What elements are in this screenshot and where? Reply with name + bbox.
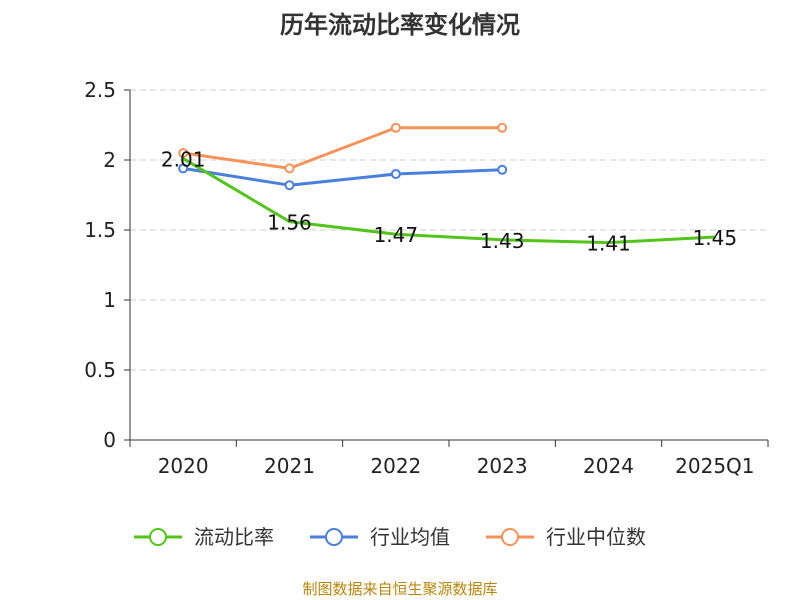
data-labels: 2.01 1.56 1.47 1.43 1.41 1.45 bbox=[161, 148, 737, 256]
legend-item-2: 行业中位数 bbox=[486, 525, 646, 549]
x-tick-label: 2022 bbox=[370, 454, 421, 478]
x-tick-label: 2024 bbox=[583, 454, 634, 478]
legend-marker bbox=[501, 528, 519, 546]
y-tick-label: 2.5 bbox=[84, 78, 116, 102]
series-line-0 bbox=[181, 157, 717, 245]
data-label: 1.45 bbox=[693, 226, 738, 250]
chart-title: 历年流动比率变化情况 bbox=[280, 11, 520, 39]
legend-item-0: 流动比率 bbox=[134, 525, 274, 549]
y-tick-label: 0.5 bbox=[84, 358, 116, 382]
series-layer bbox=[178, 122, 717, 245]
series-point-1 bbox=[497, 164, 508, 175]
x-tick-label: 2025Q1 bbox=[675, 454, 754, 478]
series-point-2 bbox=[497, 122, 508, 133]
series-line-1 bbox=[181, 166, 504, 187]
series-point-2 bbox=[178, 148, 189, 158]
legend-marker bbox=[149, 528, 167, 546]
data-label: 2.01 bbox=[161, 148, 206, 172]
x-tick-label: 2021 bbox=[264, 454, 315, 478]
series-line-2 bbox=[181, 126, 504, 170]
y-tick-label: 0 bbox=[103, 428, 116, 452]
axes: 0 0.5 1 1.5 2 2.5 2020 2021 2022 2023 2024 2025Q1 bbox=[84, 78, 769, 478]
series-point-1 bbox=[284, 180, 295, 191]
legend-label: 行业均值 bbox=[370, 525, 450, 549]
y-tick-label: 2 bbox=[103, 148, 116, 172]
series-point-1 bbox=[390, 169, 401, 179]
y-tick-label: 1.5 bbox=[84, 218, 116, 242]
grid-lines bbox=[130, 89, 768, 371]
source-note: 制图数据来自恒生聚源数据库 bbox=[302, 580, 497, 598]
legend: 流动比率 行业均值 行业中位数 bbox=[134, 525, 646, 549]
legend-item-1: 行业均值 bbox=[310, 525, 450, 549]
series-point-2 bbox=[284, 163, 295, 174]
x-tick-label: 2020 bbox=[158, 454, 209, 478]
legend-marker bbox=[325, 528, 343, 546]
series-point-1 bbox=[178, 163, 189, 174]
legend-label: 行业中位数 bbox=[546, 525, 646, 549]
data-label: 1.41 bbox=[586, 232, 631, 256]
series-point-2 bbox=[390, 122, 401, 133]
data-label: 1.56 bbox=[267, 211, 312, 235]
data-label: 1.43 bbox=[480, 229, 525, 253]
y-tick-label: 1 bbox=[103, 288, 116, 312]
x-tick-label: 2023 bbox=[477, 454, 528, 478]
data-label: 1.47 bbox=[374, 223, 419, 247]
legend-label: 流动比率 bbox=[194, 525, 274, 549]
